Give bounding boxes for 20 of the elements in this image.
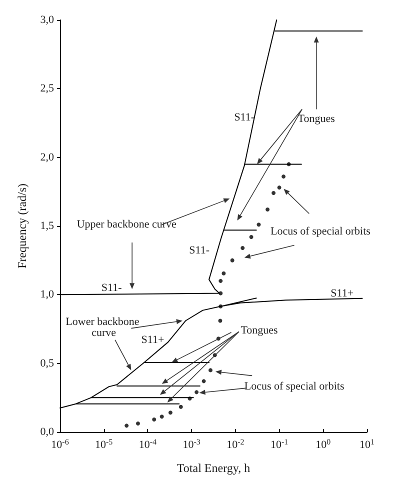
y-tick-label: 2,5 xyxy=(40,82,54,95)
y-tick-label: 1,5 xyxy=(40,220,54,232)
y-tick-label: 3,0 xyxy=(40,14,54,26)
annotation: S11- xyxy=(101,282,122,294)
annotation: Locus of special orbits xyxy=(270,225,370,238)
y-axis-title: Frequency (rad/s) xyxy=(15,184,29,268)
annotation: S11+ xyxy=(330,287,354,300)
annotation: Lower backbone curve xyxy=(66,316,142,340)
annotation: S11- xyxy=(189,244,210,257)
annotation: Tongues xyxy=(298,112,335,125)
annotation: Upper backbone curve xyxy=(76,218,176,231)
y-tick-label: 1,0 xyxy=(40,288,54,301)
y-tick-label: 2,0 xyxy=(40,151,54,164)
y-tick-label: 0,0 xyxy=(40,426,54,438)
annotation: S11+ xyxy=(141,334,164,346)
annotation: Locus of special orbits xyxy=(244,380,344,393)
x-axis-title: Total Energy, h xyxy=(176,461,250,475)
annotation: Tongues xyxy=(240,324,278,336)
annotation: S11- xyxy=(234,112,255,124)
y-tick-label: 0,5 xyxy=(40,357,54,370)
